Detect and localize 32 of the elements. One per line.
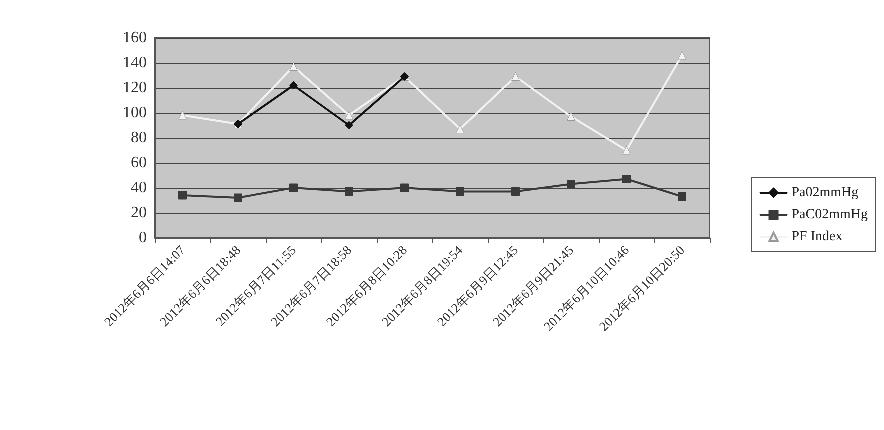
point bbox=[345, 111, 354, 120]
point bbox=[567, 112, 576, 121]
point bbox=[512, 188, 520, 196]
y-tick-label: 40 bbox=[131, 180, 147, 196]
legend-label: PF Index bbox=[792, 230, 843, 244]
y-tick-label: 160 bbox=[123, 30, 147, 46]
point bbox=[512, 72, 520, 81]
point bbox=[178, 111, 187, 120]
legend-label: PaC02mmHg bbox=[792, 208, 868, 222]
point bbox=[290, 184, 298, 192]
y-tick-label: 100 bbox=[123, 104, 147, 122]
point bbox=[400, 184, 409, 192]
y-tick-label: 0 bbox=[139, 230, 147, 246]
point bbox=[567, 180, 576, 188]
y-tick-label: 80 bbox=[131, 130, 147, 146]
point bbox=[678, 192, 686, 201]
y-tick-label: 140 bbox=[123, 54, 147, 72]
point bbox=[456, 125, 464, 134]
point bbox=[456, 188, 464, 196]
point bbox=[234, 194, 242, 202]
y-tick-label: 60 bbox=[131, 154, 147, 172]
point bbox=[345, 121, 354, 130]
point bbox=[622, 175, 631, 184]
legend-label: Pa02mmHg bbox=[792, 186, 859, 200]
point bbox=[678, 51, 686, 60]
point bbox=[178, 191, 187, 200]
point bbox=[290, 81, 298, 90]
y-tick-label: 20 bbox=[131, 204, 147, 222]
point bbox=[290, 62, 298, 71]
point bbox=[622, 146, 631, 155]
y-tick-label: 120 bbox=[123, 80, 147, 96]
point bbox=[345, 188, 354, 196]
